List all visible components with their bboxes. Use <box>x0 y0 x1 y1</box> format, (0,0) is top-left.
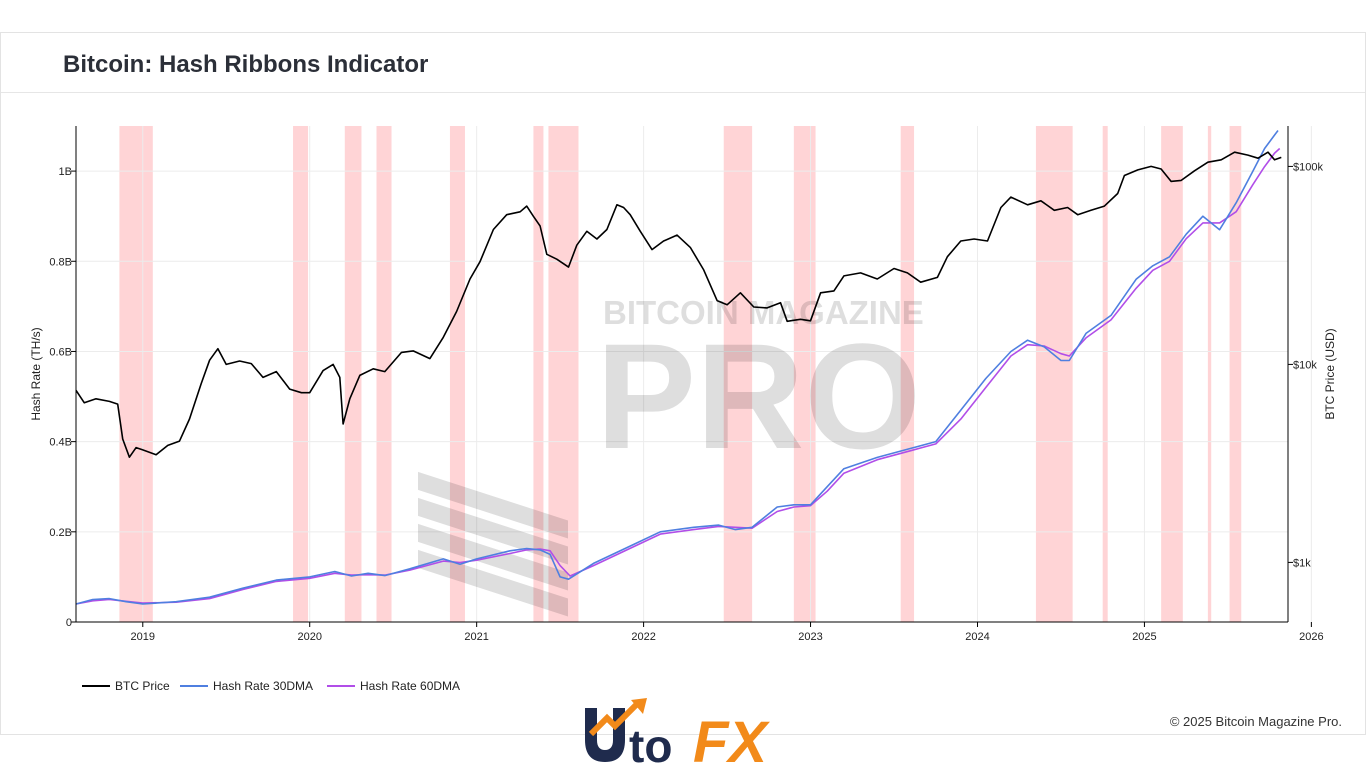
x-tick-label: 2024 <box>965 631 989 643</box>
right-y-axis-ticks: $1k $10k $100k <box>1288 161 1323 569</box>
x-tick-label: 2021 <box>464 631 488 643</box>
utofx-logo: to FX <box>585 698 770 768</box>
logo-arrow-head <box>631 698 647 714</box>
legend: BTC Price Hash Rate 30DMA Hash Rate 60DM… <box>82 679 460 693</box>
left-y-axis-label: Hash Rate (TH/s) <box>29 327 43 420</box>
chart-title: Bitcoin: Hash Ribbons Indicator <box>63 51 429 78</box>
y-left-tick-label: 0.4B <box>49 437 72 449</box>
watermark: BITCOIN MAGAZINE PRO <box>418 294 924 617</box>
x-tick-label: 2020 <box>297 631 321 643</box>
y-left-tick-label: 0.8B <box>49 256 72 268</box>
y-left-tick-label: 1B <box>59 166 72 178</box>
legend-label-30dma: Hash Rate 30DMA <box>213 679 313 693</box>
capitulation-band <box>1207 126 1212 622</box>
legend-label-60dma: Hash Rate 60DMA <box>360 679 460 693</box>
y-right-tick-label: $100k <box>1293 161 1323 173</box>
x-tick-label: 2026 <box>1299 631 1323 643</box>
capitulation-band <box>119 126 153 622</box>
copyright-text: © 2025 Bitcoin Magazine Pro. <box>1169 714 1342 729</box>
chart-header: Bitcoin: Hash Ribbons Indicator <box>1 33 1365 93</box>
x-tick-label: 2025 <box>1132 631 1156 643</box>
legend-item-hash-60dma[interactable]: Hash Rate 60DMA <box>327 679 460 693</box>
chart-card: Bitcoin: Hash Ribbons Indicator <box>0 32 1366 735</box>
capitulation-band <box>344 126 362 622</box>
logo-arrow-icon <box>588 701 640 737</box>
series-line-hash-rate-60dma[interactable] <box>75 147 1281 605</box>
series-line-hash-rate-30dma[interactable] <box>75 130 1279 605</box>
x-tick-label: 2019 <box>131 631 155 643</box>
capitulation-band <box>376 126 392 622</box>
y-right-tick-label: $1k <box>1293 557 1311 569</box>
x-axis-ticks: 2019 2020 2021 2022 2023 2024 2025 2026 <box>131 622 1324 643</box>
watermark-text-line2: PRO <box>596 312 921 480</box>
y-left-tick-label: 0.6B <box>49 346 72 358</box>
legend-item-hash-30dma[interactable]: Hash Rate 30DMA <box>180 679 313 693</box>
series-layer <box>75 130 1282 605</box>
capitulation-band <box>900 126 915 622</box>
watermark-logo-mark <box>418 471 568 617</box>
series-line-btc-price[interactable] <box>75 151 1282 458</box>
capitulation-band <box>1035 126 1073 622</box>
capitulation-band <box>1102 126 1108 622</box>
right-y-axis-label: BTC Price (USD) <box>1323 328 1337 419</box>
logo-u-glyph <box>585 708 625 762</box>
gridlines <box>76 126 1312 622</box>
legend-label-btc: BTC Price <box>115 679 170 693</box>
logo-text-fx: FX <box>693 710 770 768</box>
capitulation-band <box>449 126 465 622</box>
y-left-tick-label: 0 <box>66 617 72 629</box>
left-y-axis-ticks: 0 0.2B 0.4B 0.6B 0.8B 1B <box>49 166 76 629</box>
logo-text-to: to <box>629 720 672 768</box>
capitulation-band <box>1229 126 1242 622</box>
axes <box>75 126 1289 623</box>
x-tick-label: 2023 <box>798 631 822 643</box>
capitulation-band <box>293 126 309 622</box>
capitulation-band <box>723 126 753 622</box>
capitulation-band <box>1161 126 1183 622</box>
y-left-tick-label: 0.2B <box>49 527 72 539</box>
watermark-text-line1: BITCOIN MAGAZINE <box>603 294 924 331</box>
y-right-tick-label: $10k <box>1293 359 1317 371</box>
x-tick-label: 2022 <box>631 631 655 643</box>
capitulation-band <box>548 126 579 622</box>
capitulation-band <box>533 126 544 622</box>
legend-item-btc-price[interactable]: BTC Price <box>82 679 170 693</box>
